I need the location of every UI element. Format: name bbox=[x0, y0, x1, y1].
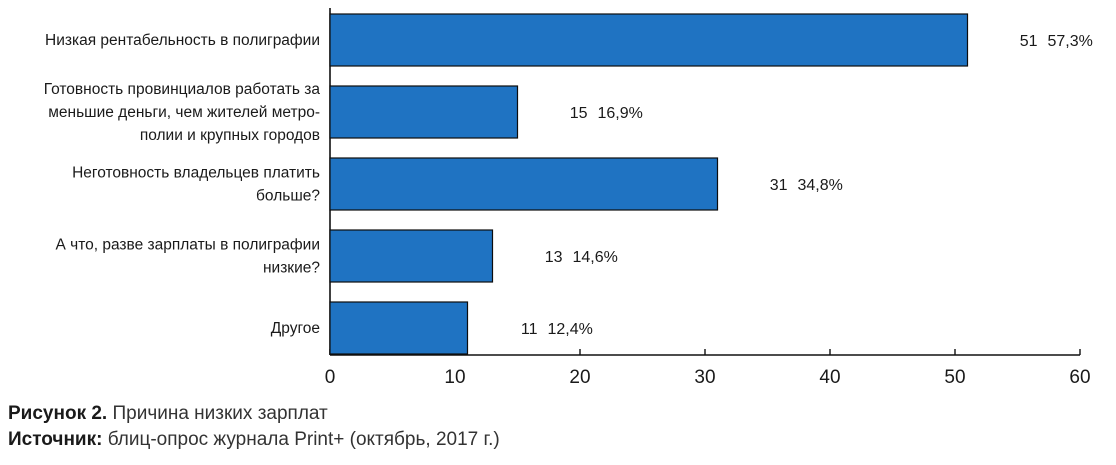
bar-chart: 0 10 20 30 40 50 60 Низкая рентабельность в пол… bbox=[44, 8, 1093, 388]
x-tick-label: 50 bbox=[944, 367, 965, 388]
figure-label: Рисунок 2. bbox=[8, 403, 108, 424]
category-label: больше? bbox=[256, 188, 320, 205]
source-text: блиц-опрос журнала Print+ (октябрь, 2017… bbox=[102, 429, 500, 450]
source-label: Источник: bbox=[8, 429, 103, 450]
category-label: меньшие деньги, чем жителей метро- bbox=[48, 104, 320, 121]
bar-count-label: 31 bbox=[770, 177, 788, 194]
bar bbox=[329, 229, 494, 283]
source-caption: Источник: блиц-опрос журнала Print+ (окт… bbox=[8, 428, 500, 452]
bar-count-label: 15 bbox=[570, 105, 588, 122]
category-label: Неготовность владельцев платить bbox=[72, 165, 320, 182]
figure-caption: Рисунок 2. Причина низких зарплат bbox=[8, 402, 328, 426]
bar-percent-label: 14,6% bbox=[573, 249, 618, 266]
bar-percent-label: 12,4% bbox=[548, 321, 593, 338]
bar-count-label: 51 bbox=[1020, 33, 1038, 50]
bar bbox=[329, 13, 969, 67]
bar bbox=[329, 157, 719, 211]
bar-count-label: 11 bbox=[521, 321, 538, 338]
category-label: А что, разве зарплаты в полиграфии bbox=[55, 237, 320, 254]
category-label: полии и крупных городов bbox=[140, 127, 320, 144]
bar-percent-label: 16,9% bbox=[598, 105, 643, 122]
x-tick-label: 60 bbox=[1069, 367, 1090, 388]
x-tick-label: 20 bbox=[569, 367, 590, 388]
category-label: Готовность провинциалов работать за bbox=[44, 81, 321, 98]
bar bbox=[329, 301, 469, 355]
x-tick-label: 0 bbox=[325, 367, 336, 388]
category-label: низкие? bbox=[263, 260, 320, 277]
bar bbox=[329, 85, 519, 139]
x-tick-label: 10 bbox=[444, 367, 465, 388]
figure-title: Причина низких зарплат bbox=[107, 403, 328, 424]
category-label: Низкая рентабельность в полиграфии bbox=[45, 32, 320, 49]
x-tick-label: 30 bbox=[694, 367, 715, 388]
x-tick-label: 40 bbox=[819, 367, 840, 388]
bar-count-label: 13 bbox=[545, 249, 563, 266]
category-label: Другое bbox=[271, 320, 320, 337]
bar-percent-label: 34,8% bbox=[798, 177, 843, 194]
bar-percent-label: 57,3% bbox=[1048, 33, 1093, 50]
